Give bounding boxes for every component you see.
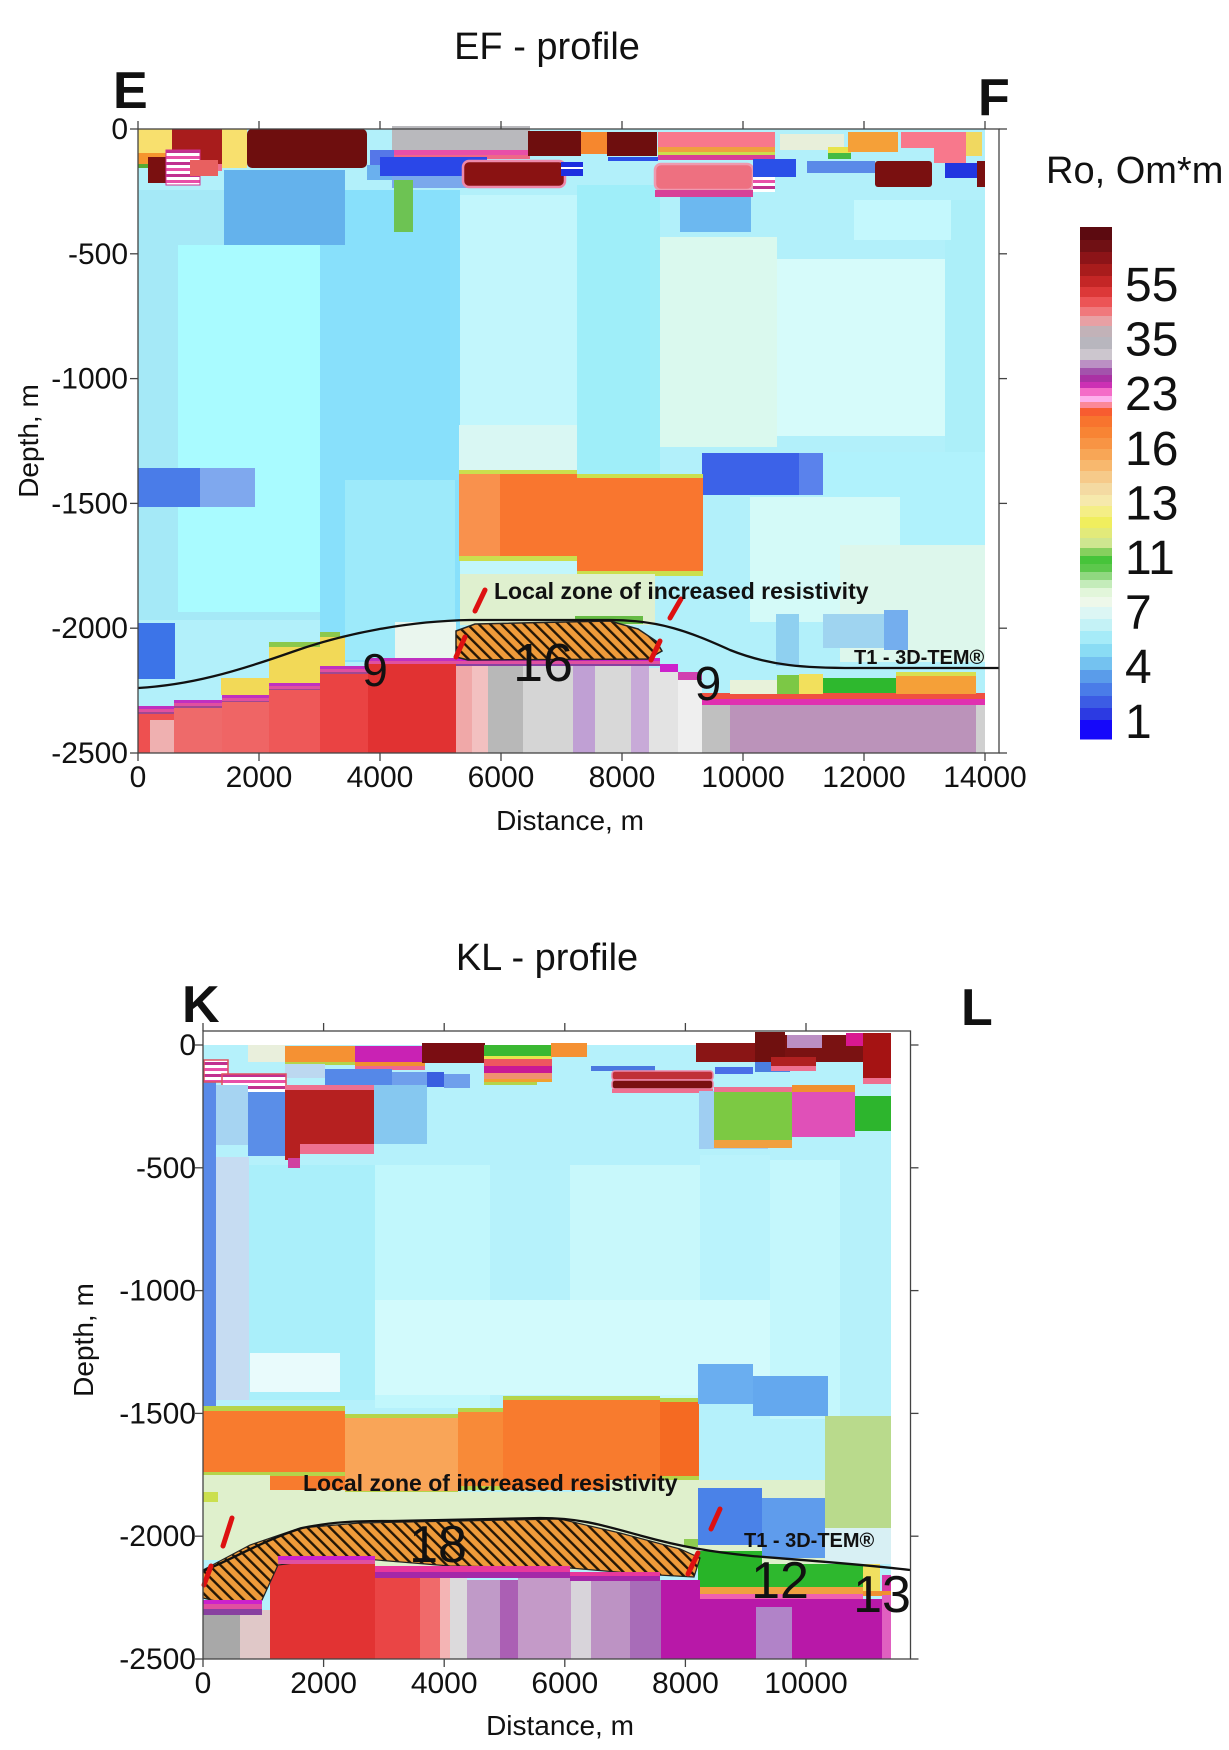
svg-text:14000: 14000 (943, 761, 1026, 794)
svg-text:12: 12 (751, 1552, 809, 1610)
svg-text:16: 16 (1125, 423, 1178, 476)
svg-text:Local zone of increased resist: Local zone of increased resistivity (303, 1470, 678, 1496)
svg-text:0: 0 (111, 113, 128, 146)
svg-text:-1500: -1500 (119, 1397, 196, 1430)
svg-text:4000: 4000 (347, 761, 414, 794)
svg-text:13: 13 (853, 1566, 911, 1624)
svg-text:Distance, m: Distance, m (496, 805, 644, 836)
svg-text:-2500: -2500 (51, 737, 128, 770)
svg-text:1: 1 (1125, 696, 1152, 749)
svg-text:13: 13 (1125, 477, 1178, 530)
svg-text:Distance, m: Distance, m (486, 1710, 634, 1741)
svg-text:-1000: -1000 (51, 363, 128, 396)
svg-text:Depth, m: Depth, m (68, 1283, 99, 1397)
svg-text:0: 0 (195, 1667, 212, 1700)
svg-text:-500: -500 (136, 1152, 196, 1185)
svg-text:T1 - 3D-TEM®: T1 - 3D-TEM® (744, 1530, 875, 1552)
svg-text:Depth, m: Depth, m (13, 384, 44, 498)
svg-text:4000: 4000 (411, 1667, 478, 1700)
svg-text:T1 - 3D-TEM®: T1 - 3D-TEM® (854, 647, 985, 669)
svg-text:-2000: -2000 (119, 1520, 196, 1553)
svg-text:L: L (961, 979, 993, 1037)
svg-text:0: 0 (130, 761, 147, 794)
svg-text:35: 35 (1125, 314, 1178, 367)
svg-text:55: 55 (1125, 259, 1178, 312)
svg-text:Ro, Om*m: Ro, Om*m (1046, 150, 1223, 192)
svg-text:8000: 8000 (652, 1667, 719, 1700)
svg-text:7: 7 (1125, 587, 1152, 640)
svg-text:8000: 8000 (589, 761, 656, 794)
svg-text:-500: -500 (68, 238, 128, 271)
svg-text:11: 11 (1125, 532, 1175, 585)
svg-text:-2500: -2500 (119, 1643, 196, 1676)
svg-text:2000: 2000 (290, 1667, 357, 1700)
svg-text:18: 18 (409, 1516, 467, 1574)
svg-text:K: K (182, 976, 220, 1034)
svg-text:KL - profile: KL - profile (456, 937, 638, 979)
svg-text:-1500: -1500 (51, 487, 128, 520)
svg-text:-1000: -1000 (119, 1275, 196, 1308)
svg-text:E: E (113, 62, 148, 120)
svg-text:9: 9 (362, 644, 388, 696)
svg-text:2000: 2000 (226, 761, 293, 794)
svg-text:4: 4 (1125, 641, 1152, 694)
svg-text:23: 23 (1125, 368, 1178, 421)
svg-text:10000: 10000 (764, 1667, 847, 1700)
svg-text:EF - profile: EF - profile (454, 26, 640, 68)
svg-text:12000: 12000 (822, 761, 905, 794)
svg-text:6000: 6000 (531, 1667, 598, 1700)
svg-text:F: F (978, 69, 1010, 127)
svg-text:-2000: -2000 (51, 612, 128, 645)
svg-text:16: 16 (513, 633, 573, 693)
svg-text:6000: 6000 (468, 761, 535, 794)
svg-text:9: 9 (695, 658, 722, 711)
svg-text:Local zone of increased resist: Local zone of increased resistivity (494, 578, 869, 604)
svg-text:10000: 10000 (701, 761, 784, 794)
svg-text:0: 0 (179, 1029, 196, 1062)
